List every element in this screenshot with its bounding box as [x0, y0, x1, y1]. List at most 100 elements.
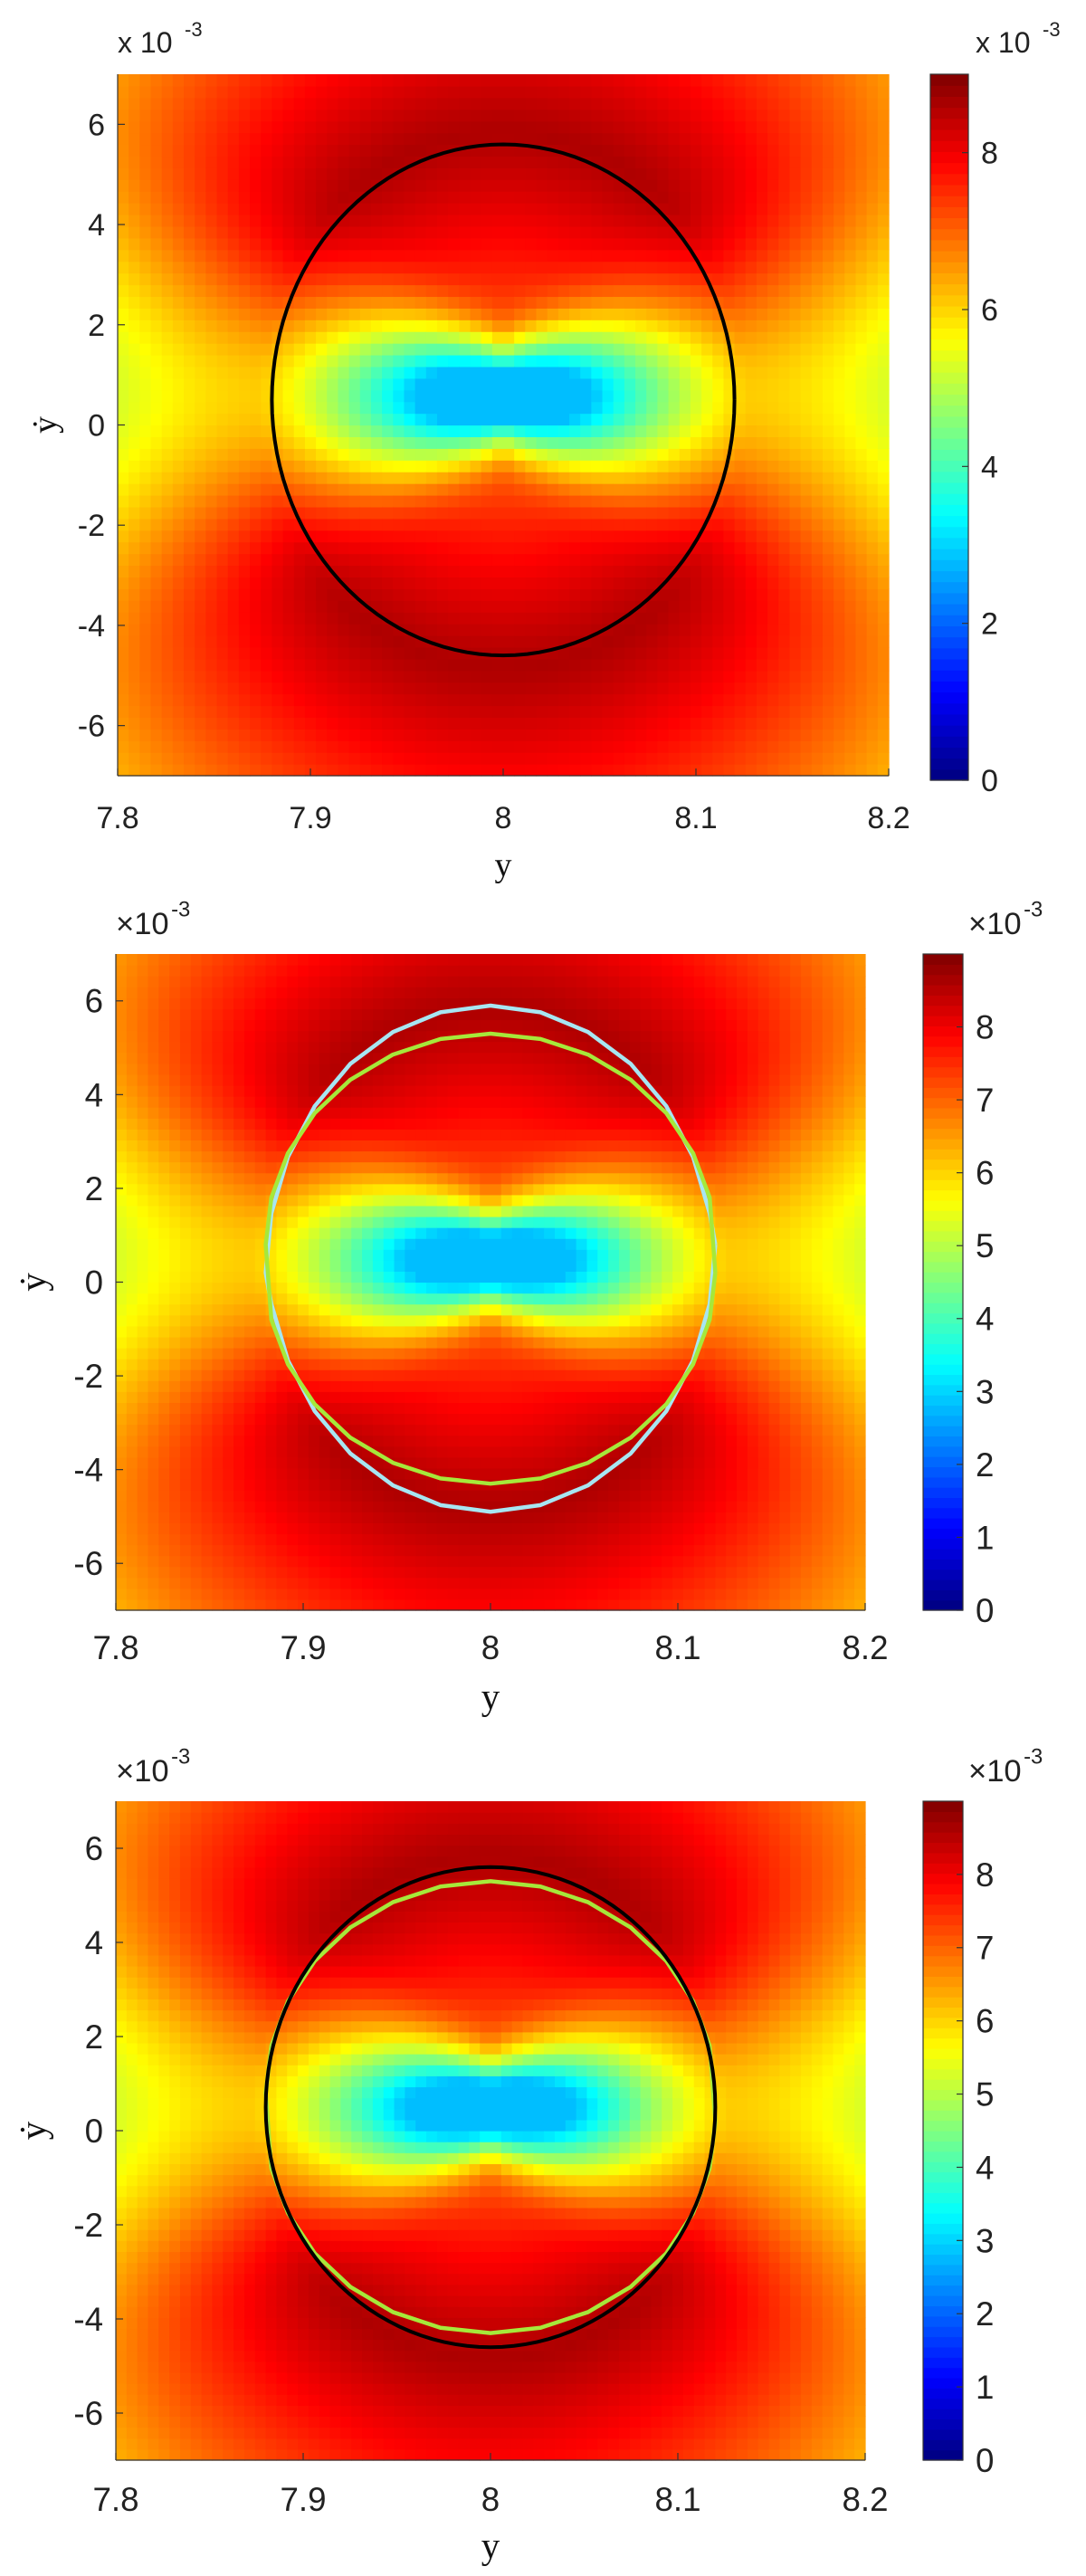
heatmap-cell: [745, 120, 757, 134]
heatmap-cell: [129, 225, 140, 239]
colorbar-swatch: [930, 515, 968, 528]
heatmap-cell: [359, 203, 372, 215]
heatmap-cell: [233, 1413, 245, 1426]
heatmap-cell: [184, 366, 195, 379]
heatmap-cell: [569, 355, 581, 367]
heatmap-cell: [734, 670, 747, 683]
heatmap-cell: [126, 1216, 138, 1228]
heatmap-cell: [227, 109, 240, 122]
heatmap-cell: [470, 401, 482, 415]
heatmap-cell: [470, 132, 482, 146]
heatmap-cell: [745, 530, 757, 543]
colorbar-swatch: [930, 658, 968, 671]
heatmap-cell: [195, 448, 206, 461]
heatmap-cell: [148, 1096, 159, 1108]
heatmap-cell: [293, 109, 306, 122]
heatmap-cell: [205, 109, 218, 122]
heatmap-cell: [514, 624, 526, 636]
heatmap-cell: [227, 565, 240, 578]
heatmap-cell: [734, 401, 747, 415]
heatmap-cell: [148, 997, 159, 1010]
heatmap-cell: [778, 670, 791, 683]
heatmap-cell: [261, 377, 272, 391]
heatmap-cell: [150, 460, 163, 472]
heatmap-cell: [282, 646, 295, 660]
heatmap-cell: [459, 237, 472, 251]
heatmap-cell: [866, 203, 879, 215]
heatmap-cell: [470, 331, 482, 344]
heatmap-cell: [877, 191, 890, 204]
heatmap-cell: [470, 577, 482, 589]
heatmap-cell: [679, 343, 691, 356]
heatmap-cell: [855, 717, 868, 730]
heatmap-cell: [877, 460, 890, 472]
heatmap-cell: [393, 144, 405, 157]
heatmap-cell: [116, 1107, 128, 1119]
heatmap-cell: [690, 483, 702, 496]
heatmap-cell: [425, 237, 438, 251]
heatmap-cell: [316, 132, 328, 146]
heatmap-cell: [778, 225, 791, 239]
heatmap-cell: [161, 646, 174, 660]
heatmap-cell: [172, 541, 185, 555]
heatmap-cell: [250, 425, 262, 438]
heatmap-cell: [116, 1456, 128, 1469]
heatmap-cell: [261, 565, 272, 578]
heatmap-cell: [668, 693, 681, 707]
heatmap-cell: [370, 109, 383, 122]
heatmap-cell: [126, 1533, 138, 1546]
heatmap-cell: [514, 506, 526, 520]
heatmap-cell: [169, 1456, 181, 1469]
heatmap-cell: [172, 506, 185, 520]
heatmap-cell: [866, 308, 879, 320]
heatmap-cell: [503, 483, 515, 496]
heatmap-cell: [404, 658, 416, 672]
heatmap-cell: [756, 658, 768, 672]
heatmap-cell: [316, 272, 328, 286]
heatmap-cell: [745, 74, 757, 87]
heatmap-cell: [223, 1424, 234, 1436]
heatmap-cell: [425, 483, 438, 496]
heatmap-cell: [370, 495, 383, 508]
heatmap-cell: [580, 752, 592, 765]
heatmap-cell: [190, 1445, 203, 1458]
heatmap-cell: [172, 436, 185, 449]
heatmap-cell: [569, 425, 581, 438]
heatmap-cell: [448, 331, 460, 344]
heatmap-cell: [834, 682, 845, 695]
heatmap-cell: [212, 1566, 224, 1579]
heatmap-cell: [866, 355, 879, 367]
heatmap-cell: [212, 997, 224, 1010]
heatmap-cell: [250, 237, 262, 251]
heatmap-cell: [216, 331, 229, 344]
heatmap-cell: [216, 530, 229, 543]
heatmap-cell: [491, 624, 504, 636]
heatmap-cell: [701, 705, 713, 719]
heatmap-cell: [227, 612, 240, 625]
heatmap-cell: [126, 1041, 138, 1054]
heatmap-cell: [261, 191, 272, 204]
heatmap-cell: [470, 237, 482, 251]
colorbar-swatch: [930, 394, 968, 406]
heatmap-cell: [690, 132, 702, 146]
heatmap-cell: [778, 693, 791, 707]
heatmap-cell: [800, 156, 813, 168]
heatmap-cell: [855, 577, 868, 589]
heatmap-cell: [118, 635, 129, 648]
heatmap-cell: [866, 179, 879, 192]
colorbar-swatch: [930, 360, 968, 373]
heatmap-cell: [657, 612, 670, 625]
heatmap-cell: [723, 389, 736, 403]
heatmap-cell: [767, 156, 779, 168]
heatmap-cell: [212, 1314, 224, 1327]
heatmap-cell: [866, 191, 879, 204]
heatmap-cell: [557, 284, 570, 298]
heatmap-cell: [679, 109, 691, 122]
heatmap-cell: [557, 237, 570, 251]
heatmap-cell: [657, 553, 670, 567]
heatmap-cell: [190, 1282, 203, 1294]
heatmap-cell: [348, 401, 361, 415]
heatmap-cell: [150, 600, 163, 613]
heatmap-cell: [557, 191, 570, 204]
heatmap-cell: [139, 705, 152, 719]
